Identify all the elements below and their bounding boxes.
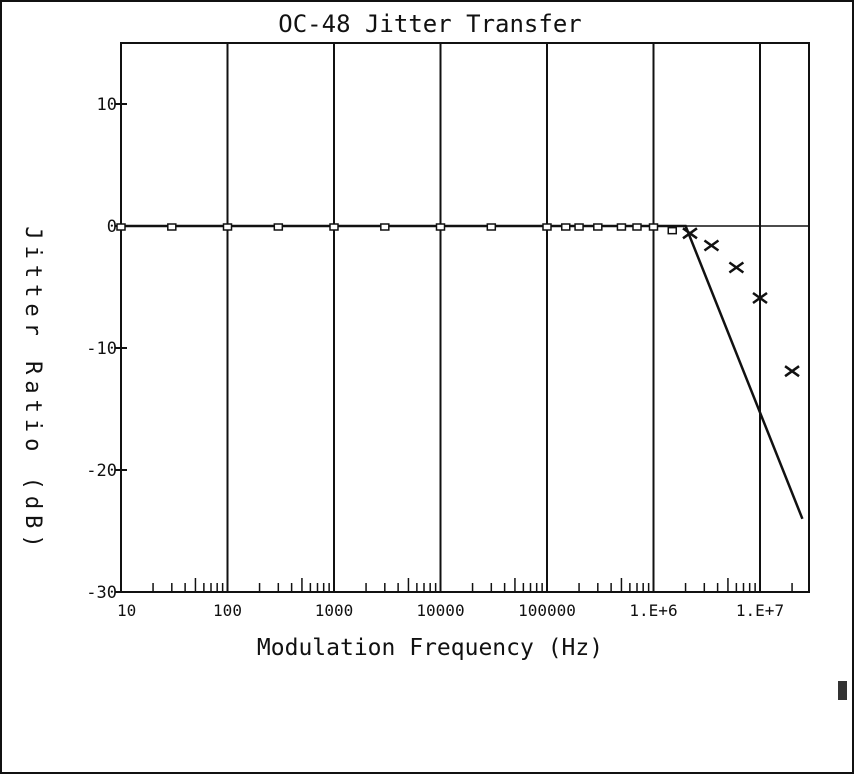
series: [116, 223, 804, 520]
data-point-square: [273, 223, 284, 231]
data-point-x: [728, 261, 745, 274]
x-axis-label: Modulation Frequency (Hz): [257, 635, 603, 661]
data-point-square: [616, 223, 627, 231]
chart-title: OC-48 Jitter Transfer: [278, 10, 581, 38]
data-point-x: [682, 227, 698, 240]
data-point-square: [380, 223, 390, 231]
data-point-square: [574, 223, 584, 231]
data-point-x: [703, 239, 720, 252]
y-tick-label: -10: [86, 339, 117, 359]
y-axis-label: Jitter Ratio (dB): [20, 226, 45, 553]
data-point-square: [632, 223, 642, 231]
x-tick-label: 100000: [518, 601, 576, 620]
data-point-square: [561, 223, 571, 231]
scroll-marker: [838, 681, 847, 700]
x-tick-label: 1000: [315, 601, 354, 620]
data-point-square: [435, 223, 446, 231]
data-point-square: [648, 223, 659, 231]
data-point-square: [486, 223, 497, 231]
data-point-square: [167, 223, 177, 231]
data-point-square: [667, 226, 678, 235]
data-point-square: [542, 223, 552, 231]
data-point-square: [329, 223, 339, 231]
y-tick-label: -20: [86, 461, 117, 481]
x-tick-label: 10: [117, 601, 136, 620]
y-tick-label: 0: [107, 217, 117, 237]
x-tick-label: 100: [213, 601, 242, 620]
x-tick-labels: 10 100 1000 10000 100000 1.E+6 1.E+7: [117, 601, 784, 620]
y-tick-label: 10: [97, 95, 117, 115]
data-point-x: [752, 291, 768, 304]
plot-area: [120, 42, 810, 593]
mask-line: [121, 224, 804, 520]
data-point-square: [222, 223, 233, 231]
x-tick-label: 1.E+6: [629, 601, 677, 620]
data-point-x: [784, 365, 800, 378]
data-point-square: [593, 223, 603, 231]
minor-ticks: [152, 578, 793, 592]
y-tick-labels: 10 0 -10 -20 -30: [86, 95, 127, 603]
x-tick-label: 10000: [416, 601, 464, 620]
y-tick-label: -30: [86, 583, 117, 603]
x-tick-label: 1.E+7: [736, 601, 784, 620]
data-point-square: [116, 223, 126, 231]
